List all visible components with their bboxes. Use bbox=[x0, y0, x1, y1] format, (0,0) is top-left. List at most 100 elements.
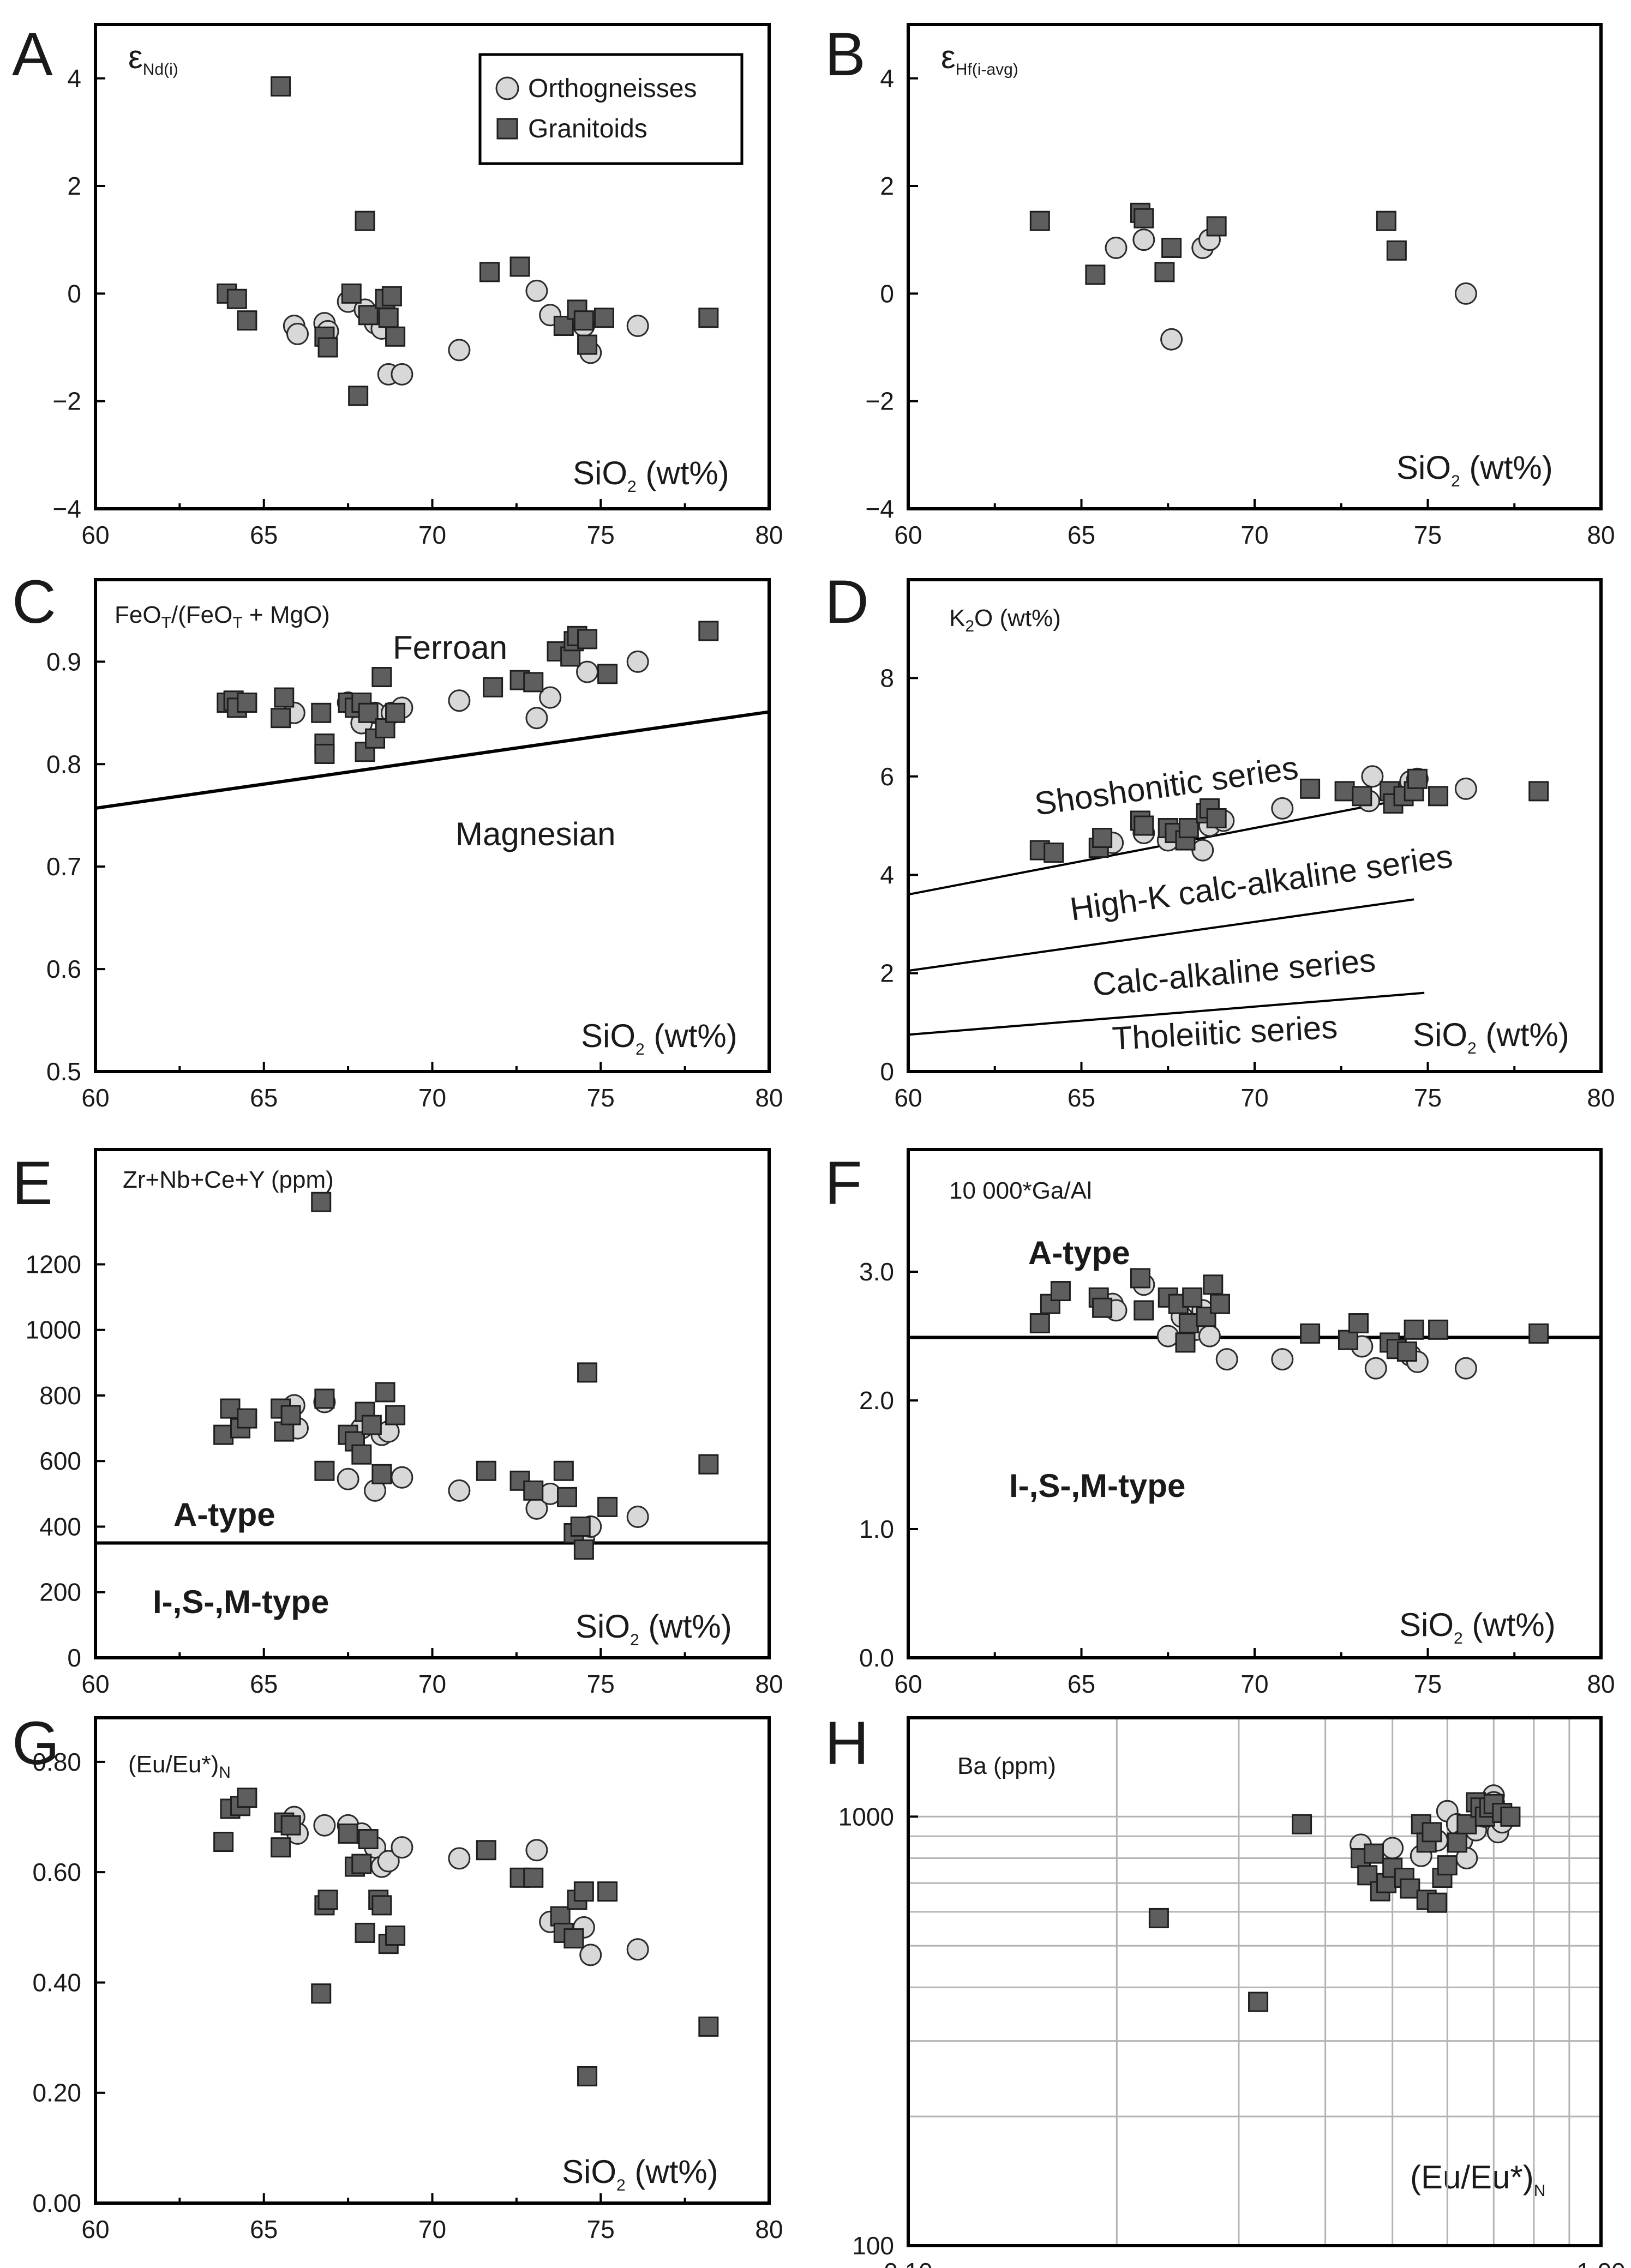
panel-letter-f: F bbox=[825, 1149, 862, 1217]
chart-d-orthogneiss-point bbox=[1454, 777, 1477, 800]
chart-b-xtick-label: 70 bbox=[1240, 521, 1268, 549]
chart-f-granitoid-point bbox=[1300, 1323, 1321, 1344]
chart-b-orthogneiss-point bbox=[1105, 236, 1128, 259]
chart-e-ytick-label: 600 bbox=[39, 1447, 81, 1475]
chart-h-granitoid-point bbox=[1248, 1992, 1269, 2012]
chart-e-granitoid-point bbox=[577, 1362, 598, 1383]
legend-granitoids-label: Granitoids bbox=[528, 115, 647, 143]
panel-a-xlabel: SiO2 (wt%) bbox=[573, 455, 729, 496]
chart-c-granitoid-point bbox=[577, 629, 598, 649]
chart-g-orthogneiss-point bbox=[377, 1850, 400, 1873]
chart-a-granitoid-point bbox=[385, 326, 406, 347]
chart-d-xtick-label: 60 bbox=[894, 1084, 922, 1112]
chart-h-orthogneiss-point bbox=[1381, 1837, 1404, 1860]
panel-e-xlabel: SiO2 (wt%) bbox=[575, 1608, 732, 1649]
chart-e-ytick-label: 1200 bbox=[26, 1250, 81, 1278]
chart-b-granitoid-point bbox=[1386, 240, 1407, 261]
chart-c-xtick-label: 80 bbox=[755, 1084, 783, 1112]
chart-c-frame bbox=[94, 578, 771, 1073]
chart-g-xtick-label: 60 bbox=[81, 2215, 109, 2243]
chart-d-granitoid-point bbox=[1428, 786, 1449, 807]
chart-b-orthogneiss-point bbox=[1132, 228, 1155, 251]
chart-h-xtick-label: 0.10 bbox=[884, 2258, 933, 2268]
chart-e-granitoid-point bbox=[597, 1496, 618, 1517]
chart-g-orthogneiss-point bbox=[391, 1836, 413, 1859]
chart-h-frame bbox=[907, 1716, 1603, 2247]
chart-d-ytick-label: 4 bbox=[880, 861, 894, 889]
chart-f-ytick-label: 0.0 bbox=[859, 1644, 894, 1672]
chart-a-granitoid-point bbox=[509, 256, 530, 277]
chart-f-orthogneiss-point bbox=[1271, 1348, 1294, 1371]
panel-d-series-shoshonitic: Shoshonitic series bbox=[1032, 749, 1300, 822]
chart-a-xtick-label: 80 bbox=[755, 521, 783, 549]
chart-c-granitoid-point bbox=[274, 687, 295, 708]
chart-h-granitoid-point bbox=[1447, 1832, 1467, 1853]
panel-e-region-isn-type: I-,S-,M-type bbox=[153, 1584, 329, 1620]
chart-g-xtick-label: 75 bbox=[587, 2215, 615, 2243]
chart-h-ytick-label: 100 bbox=[852, 2231, 894, 2260]
panel-d-ylabel: K2O (wt%) bbox=[949, 605, 1061, 635]
panel-e-region-a-type: A-type bbox=[173, 1496, 275, 1533]
panel-b-ylabel: εHf(i-avg) bbox=[941, 39, 1018, 79]
chart-g-granitoid-point bbox=[271, 1837, 291, 1858]
chart-f-granitoid-point bbox=[1428, 1319, 1449, 1340]
chart-e-granitoid-point bbox=[570, 1516, 591, 1537]
chart-g-frame bbox=[94, 1716, 771, 2205]
chart-d-granitoid-point bbox=[1528, 781, 1549, 802]
chart-f-granitoid-point bbox=[1182, 1287, 1203, 1308]
panel-f-region-isn-type: I-,S-,M-type bbox=[1009, 1467, 1185, 1504]
chart-h-granitoid-point bbox=[1148, 1908, 1169, 1928]
chart-e-xtick-label: 70 bbox=[418, 1670, 446, 1698]
chart-e-frame bbox=[94, 1148, 771, 1659]
chart-e-granitoid-point bbox=[385, 1405, 406, 1425]
chart-b-xtick-label: 80 bbox=[1587, 521, 1615, 549]
chart-b-granitoid-point bbox=[1085, 264, 1106, 285]
chart-a-orthogneiss-point bbox=[626, 315, 649, 338]
chart-h-xtick-label: 1.00 bbox=[1576, 2258, 1626, 2268]
chart-c-granitoid-point bbox=[358, 702, 379, 723]
chart-f: 60 65 70 75 80 0.0 1.0 2.0 3.0 bbox=[859, 1148, 1615, 1698]
chart-e-granitoid-point bbox=[220, 1398, 241, 1419]
chart-a-orthogneiss-point bbox=[448, 339, 471, 362]
legend-box bbox=[478, 53, 743, 165]
chart-g-granitoid-point bbox=[577, 2066, 598, 2086]
chart-c-xtick-label: 70 bbox=[418, 1084, 446, 1112]
chart-c-granitoid-point bbox=[237, 693, 257, 713]
chart-g-granitoid-point bbox=[358, 1829, 379, 1849]
chart-a-granitoid-point bbox=[381, 286, 402, 306]
chart-g-granitoid-point bbox=[573, 1881, 594, 1902]
chart-a-granitoid-point bbox=[317, 337, 338, 358]
legend-granitoid-marker bbox=[496, 118, 518, 140]
chart-c-granitoid-point bbox=[523, 672, 544, 693]
chart-c-xtick-label: 65 bbox=[250, 1084, 278, 1112]
chart-a-ytick-label: 2 bbox=[67, 172, 81, 200]
chart-d: 60 65 70 75 80 0 2 4 6 8 bbox=[880, 578, 1615, 1112]
chart-h-granitoid-point bbox=[1400, 1878, 1420, 1899]
chart-d-ytick-label: 8 bbox=[880, 664, 894, 692]
legend-orthogneisses-label: Orthogneisses bbox=[528, 74, 697, 103]
chart-a-ytick-label: −2 bbox=[53, 387, 81, 416]
chart-g: 60 65 70 75 80 0.00 0.20 0.40 0.60 0.80 bbox=[32, 1716, 783, 2243]
chart-g-ytick-label: 0.60 bbox=[32, 1858, 81, 1886]
panel-c-region-ferroan: Ferroan bbox=[393, 629, 507, 666]
chart-c-ytick-label: 0.9 bbox=[46, 647, 81, 676]
chart-e-granitoid-point bbox=[573, 1539, 594, 1560]
chart-c-granitoid-point bbox=[597, 664, 618, 684]
chart-a-granitoid-point bbox=[573, 310, 594, 331]
chart-f-granitoid-point bbox=[1528, 1323, 1549, 1344]
chart-a-granitoid-point bbox=[577, 334, 598, 355]
chart-e-ytick-label: 1000 bbox=[26, 1316, 81, 1344]
chart-g-ytick-label: 0.00 bbox=[32, 2189, 81, 2217]
chart-b-ytick-label: 4 bbox=[880, 64, 894, 93]
chart-f-granitoid-point bbox=[1178, 1313, 1199, 1334]
chart-e-orthogneiss-point bbox=[448, 1479, 471, 1502]
chart-d-boundary-line-1 bbox=[908, 898, 1414, 972]
chart-g-granitoid-point bbox=[563, 1928, 584, 1949]
chart-d-granitoid-point bbox=[1044, 843, 1064, 863]
panel-c-xlabel: SiO2 (wt%) bbox=[581, 1018, 737, 1058]
chart-b-granitoid-point bbox=[1134, 208, 1154, 228]
panel-d-xlabel: SiO2 (wt%) bbox=[1413, 1016, 1569, 1057]
chart-b-xtick-label: 65 bbox=[1068, 521, 1095, 549]
chart-e-granitoid-point bbox=[314, 1460, 335, 1481]
